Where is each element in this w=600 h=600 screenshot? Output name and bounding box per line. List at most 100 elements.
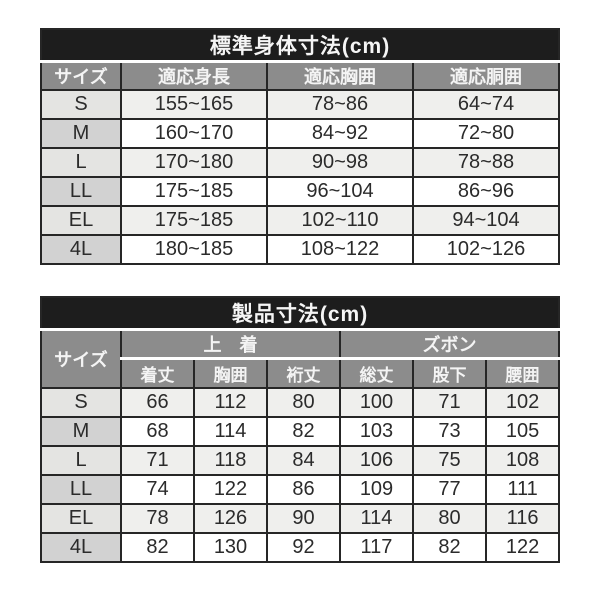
size-cell: L — [40, 445, 122, 476]
size-cell: EL — [40, 205, 122, 236]
value-cell: 116 — [484, 503, 561, 534]
column-header-size: サイズ — [40, 328, 122, 389]
table-row: LL 175~185 96~104 86~96 — [40, 176, 561, 207]
value-cell: 80 — [412, 503, 487, 534]
size-cell: 4L — [40, 532, 122, 563]
value-cell: 111 — [484, 474, 561, 505]
value-cell: 122 — [193, 474, 268, 505]
group-header-jacket: 上 着 — [120, 328, 341, 360]
value-cell: 108~122 — [266, 234, 414, 265]
table-row: L 170~180 90~98 78~88 — [40, 147, 561, 178]
group-header-pants: ズボン — [338, 328, 561, 360]
value-cell: 100 — [339, 387, 414, 418]
product-size-rows: S 66 112 80 100 71 102 M 68 114 82 103 73 105 L 71 118 84… — [40, 387, 561, 563]
size-cell: M — [40, 118, 122, 149]
table-row: M 160~170 84~92 72~80 — [40, 118, 561, 149]
table-row: S 66 112 80 100 71 102 — [40, 387, 561, 418]
value-cell: 155~165 — [120, 89, 268, 120]
table-row: EL 78 126 90 114 80 116 — [40, 503, 561, 534]
column-header-sleeve-length: 裄丈 — [266, 357, 341, 389]
value-cell: 68 — [120, 416, 195, 447]
value-cell: 80 — [266, 387, 341, 418]
value-cell: 78~86 — [266, 89, 414, 120]
table-title-row: 標準身体寸法(cm) — [39, 28, 561, 63]
column-header-body-length: 着丈 — [120, 357, 195, 389]
size-cell: S — [40, 387, 122, 418]
column-header-inseam: 股下 — [412, 357, 487, 389]
table-row: L 71 118 84 106 75 108 — [40, 445, 561, 476]
value-cell: 114 — [339, 503, 414, 534]
table-row: LL 74 122 86 109 77 111 — [40, 474, 561, 505]
size-cell: 4L — [40, 234, 122, 265]
size-cell: S — [40, 89, 122, 120]
table-row: M 68 114 82 103 73 105 — [40, 416, 561, 447]
table-row: 4L 82 130 92 117 82 122 — [40, 532, 561, 563]
value-cell: 90~98 — [266, 147, 414, 178]
product-size-table-title: 製品寸法(cm) — [39, 296, 561, 331]
value-cell: 106 — [339, 445, 414, 476]
value-cell: 72~80 — [411, 118, 561, 149]
column-header-row: サイズ 適応身長 適応胸囲 適応胴囲 — [40, 60, 561, 91]
table-row: EL 175~185 102~110 94~104 — [40, 205, 561, 236]
value-cell: 74 — [120, 474, 195, 505]
value-cell: 78~88 — [411, 147, 561, 178]
value-cell: 66 — [120, 387, 195, 418]
column-header-height: 適応身長 — [120, 60, 268, 91]
size-cell: LL — [40, 474, 122, 505]
value-cell: 122 — [484, 532, 561, 563]
value-cell: 160~170 — [120, 118, 268, 149]
value-cell: 82 — [412, 532, 487, 563]
value-cell: 175~185 — [120, 205, 268, 236]
column-header-total-length: 総丈 — [339, 357, 414, 389]
value-cell: 130 — [193, 532, 268, 563]
value-cell: 64~74 — [411, 89, 561, 120]
value-cell: 92 — [266, 532, 341, 563]
body-size-table: 標準身体寸法(cm) サイズ 適応身長 適応胸囲 適応胴囲 S 155~165 78… — [39, 28, 561, 265]
value-cell: 71 — [120, 445, 195, 476]
value-cell: 86~96 — [411, 176, 561, 207]
value-cell: 109 — [339, 474, 414, 505]
column-header-chest: 胸囲 — [193, 357, 268, 389]
value-cell: 114 — [193, 416, 268, 447]
table-row: S 155~165 78~86 64~74 — [40, 89, 561, 120]
value-cell: 180~185 — [120, 234, 268, 265]
body-size-table-title: 標準身体寸法(cm) — [39, 28, 561, 63]
value-cell: 84~92 — [266, 118, 414, 149]
size-cell: EL — [40, 503, 122, 534]
value-cell: 170~180 — [120, 147, 268, 178]
value-cell: 126 — [193, 503, 268, 534]
value-cell: 77 — [412, 474, 487, 505]
size-cell: L — [40, 147, 122, 178]
sub-header-row: 着丈 胸囲 裄丈 総丈 股下 腰囲 — [41, 357, 561, 389]
value-cell: 118 — [193, 445, 268, 476]
value-cell: 102~126 — [411, 234, 561, 265]
column-header-size: サイズ — [40, 60, 122, 91]
value-cell: 175~185 — [120, 176, 268, 207]
table-row: 4L 180~185 108~122 102~126 — [40, 234, 561, 265]
size-cell: LL — [40, 176, 122, 207]
value-cell: 102~110 — [266, 205, 414, 236]
size-cell: M — [40, 416, 122, 447]
table-title-row: 製品寸法(cm) — [39, 296, 561, 331]
value-cell: 96~104 — [266, 176, 414, 207]
value-cell: 105 — [484, 416, 561, 447]
value-cell: 82 — [120, 532, 195, 563]
value-cell: 84 — [266, 445, 341, 476]
value-cell: 94~104 — [411, 205, 561, 236]
body-size-rows: S 155~165 78~86 64~74 M 160~170 84~92 72~80 L 170… — [40, 89, 561, 265]
value-cell: 90 — [266, 503, 341, 534]
value-cell: 82 — [266, 416, 341, 447]
group-header-row: サイズ 上 着 ズボン — [40, 328, 561, 389]
value-cell: 75 — [412, 445, 487, 476]
value-cell: 112 — [193, 387, 268, 418]
value-cell: 102 — [484, 387, 561, 418]
column-header-waist: 適応胴囲 — [411, 60, 561, 91]
column-header-chest: 適応胸囲 — [266, 60, 414, 91]
value-cell: 103 — [339, 416, 414, 447]
column-header-hip: 腰囲 — [484, 357, 561, 389]
value-cell: 86 — [266, 474, 341, 505]
product-size-table: 製品寸法(cm) サイズ 上 着 ズボン 着丈 胸囲 裄丈 総丈 股下 腰囲 S… — [39, 296, 561, 563]
value-cell: 73 — [412, 416, 487, 447]
value-cell: 78 — [120, 503, 195, 534]
